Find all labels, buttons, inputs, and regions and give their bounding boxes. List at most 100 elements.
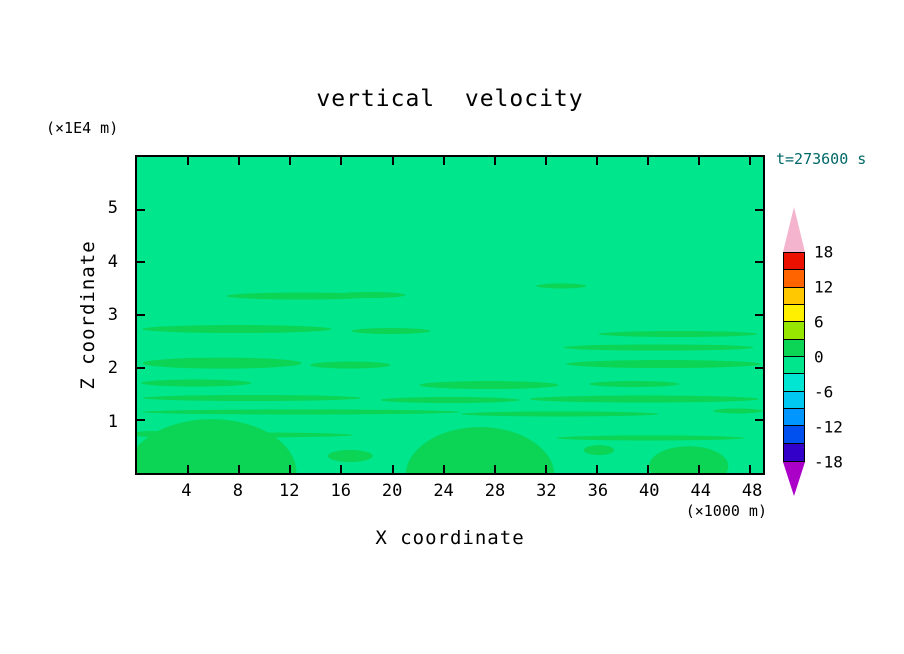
x-axis-unit-label: (×1000 m) <box>685 502 767 520</box>
x-tick-mark <box>698 465 701 473</box>
x-tick-mark <box>238 465 241 473</box>
contour-feature <box>536 283 587 289</box>
contour-feature <box>141 379 252 387</box>
y-tick-mark <box>137 261 145 264</box>
colorbar-cell <box>784 287 804 305</box>
colorbar-tick-label: 12 <box>814 277 834 297</box>
contour-feature <box>142 357 301 369</box>
time-annotation: t=273600 s <box>776 150 867 168</box>
y-tick-mark <box>137 366 145 369</box>
x-tick-mark <box>442 465 445 473</box>
contour-feature <box>583 445 615 456</box>
x-tick-mark <box>391 465 394 473</box>
colorbar-tick-labels: 18 12 6 0 -6 -12 -18 <box>814 207 874 497</box>
x-tick-mark <box>340 465 343 473</box>
x-tick-label: 32 <box>536 481 557 501</box>
x-tick-label: 16 <box>330 481 351 501</box>
contour-feature <box>380 397 520 403</box>
contour-feature <box>142 324 332 333</box>
y-axis-unit-label: (×1E4 m) <box>46 119 119 137</box>
colorbar-tick-label: -18 <box>814 452 843 472</box>
x-tick-mark <box>544 465 547 473</box>
y-tick-label: 1 <box>107 411 118 432</box>
chart-title: vertical velocity <box>316 86 584 112</box>
x-tick-mark <box>289 157 292 165</box>
x-tick-label: 36 <box>587 481 609 501</box>
x-tick-mark <box>289 465 292 473</box>
x-tick-mark <box>187 465 190 473</box>
x-tick-mark <box>493 157 496 165</box>
colorbar-cell <box>784 322 804 340</box>
contour-feature <box>556 435 745 441</box>
y-tick-mark <box>137 314 145 316</box>
contour-feature <box>563 344 753 352</box>
x-tick-mark <box>698 157 701 165</box>
x-axis-title: X coordinate <box>375 527 525 549</box>
x-tick-mark <box>187 157 190 165</box>
x-tick-mark <box>340 157 343 165</box>
contour-feature <box>460 411 659 417</box>
colorbar-over-triangle <box>783 207 805 252</box>
y-tick-label: 3 <box>107 305 118 325</box>
colorbar-cells <box>783 252 805 462</box>
y-axis-title: Z coordinate <box>77 240 99 390</box>
contour-feature <box>142 395 361 402</box>
y-tick-label: 4 <box>107 251 118 272</box>
y-tick-mark <box>755 208 763 211</box>
colorbar-cell <box>784 391 804 409</box>
contour-feature <box>328 450 373 463</box>
contour-feature <box>648 446 729 473</box>
contour-feature <box>589 381 679 388</box>
x-tick-mark <box>238 157 241 165</box>
colorbar-cell <box>784 443 804 461</box>
x-tick-label: 20 <box>381 481 403 501</box>
x-tick-mark <box>647 465 650 473</box>
colorbar-tick-label: 6 <box>814 312 824 332</box>
colorbar-tick-label: 0 <box>814 347 824 367</box>
x-tick-mark <box>647 157 650 165</box>
contour-feature <box>713 408 763 414</box>
contour-feature <box>335 292 406 299</box>
x-tick-mark <box>595 465 598 473</box>
contour-feature <box>226 292 376 300</box>
x-tick-label: 8 <box>232 481 243 501</box>
colorbar-cell <box>784 374 804 392</box>
colorbar-under-triangle <box>783 462 805 496</box>
colorbar-tick-label: -6 <box>814 382 834 402</box>
y-tick-label: 5 <box>107 198 118 219</box>
x-tick-label: 48 <box>741 481 763 501</box>
plot-area <box>135 155 765 475</box>
contour-feature <box>310 361 391 369</box>
contour-feature <box>598 330 758 337</box>
x-tick-label: 40 <box>639 481 660 501</box>
y-tick-labels: 1 2 3 4 5 <box>88 155 128 475</box>
colorbar-tick-label: 18 <box>814 242 834 262</box>
x-tick-mark <box>442 157 445 165</box>
x-tick-label: 24 <box>433 481 454 501</box>
x-tick-label: 44 <box>690 481 711 501</box>
y-tick-mark <box>755 419 763 422</box>
contour-feature <box>529 395 759 403</box>
contour-feature <box>419 381 559 390</box>
x-tick-mark <box>493 465 496 473</box>
y-tick-label: 2 <box>107 358 118 379</box>
colorbar-cell <box>784 304 804 323</box>
colorbar-cell <box>784 408 804 427</box>
contour-feature <box>566 360 761 369</box>
contour-feature <box>142 409 460 415</box>
x-tick-mark <box>749 157 752 165</box>
colorbar-cell <box>784 253 804 271</box>
x-tick-mark <box>391 157 394 165</box>
contour-feature <box>137 419 296 473</box>
colorbar-cell <box>784 426 804 444</box>
x-tick-label: 12 <box>279 481 300 501</box>
y-tick-mark <box>755 314 763 316</box>
y-tick-mark <box>137 208 145 211</box>
y-tick-mark <box>755 261 763 264</box>
x-tick-mark <box>749 465 752 473</box>
colorbar-cell <box>784 356 804 375</box>
x-tick-label: 4 <box>181 481 192 501</box>
contour-feature <box>405 427 555 473</box>
y-tick-mark <box>755 366 763 369</box>
